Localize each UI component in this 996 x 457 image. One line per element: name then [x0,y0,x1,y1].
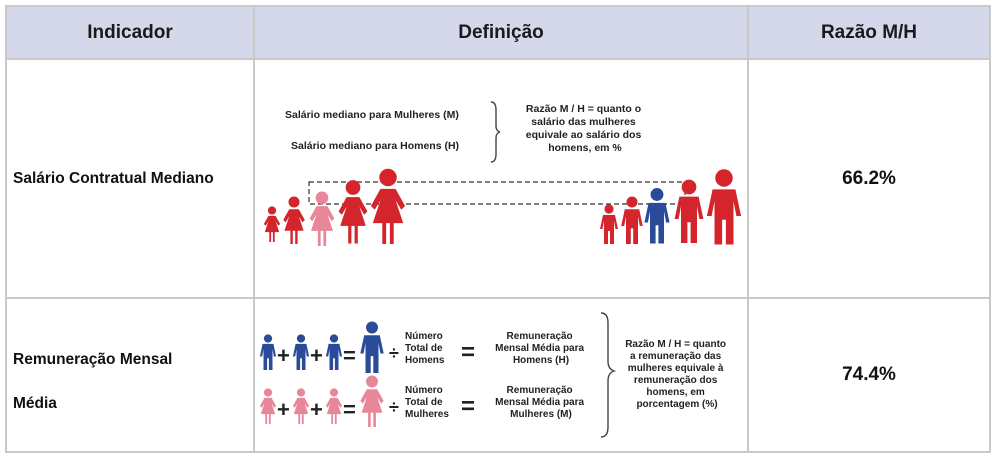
men-median-label: Salário mediano para Homens (H) [291,140,459,152]
man-person-icon [292,334,310,370]
man-person-icon [600,204,618,244]
men-result-label: Remuneração Mensal Média para Homens (H) [495,331,587,366]
indicator-label: Remuneração Mensal Média [7,299,253,451]
plus-icon: + [310,397,323,422]
man-person-icon [325,334,343,370]
woman-person-icon [370,168,406,244]
table-row: Salário Contratual Mediano Salário media… [7,60,989,299]
definition-cell: + + = ÷ Número Total de Homens = Remuner… [253,299,747,451]
woman-person-icon [338,180,368,244]
indicator-label: Salário Contratual Mediano [13,169,214,187]
ratio-value: 66.2% [747,60,989,297]
woman-person-icon [309,191,335,246]
women-median-label: Salário mediano para Mulheres (M) [285,109,459,121]
man-person-icon [674,179,704,243]
man-person-icon [644,188,670,244]
ratio-note: Razão M / H = quanto o salário das mulhe… [526,103,644,154]
plus-icon: + [277,343,290,368]
brace-icon [600,312,617,438]
equals-icon: = [343,397,356,422]
ratio-value: 74.4% [747,299,989,451]
header-ratio: Razão M/H [747,7,989,58]
women-count-label: Número Total de Mulheres [405,385,449,420]
woman-person-icon [360,375,384,427]
plus-icon: + [277,397,290,422]
equals-icon: = [343,343,356,368]
woman-person-icon [283,196,305,244]
brace-icon [490,101,501,163]
header-indicator: Indicador [87,21,173,43]
man-person-icon [360,321,384,373]
equals-icon: = [461,393,475,420]
divide-icon: ÷ [389,397,399,417]
men-count-label: Número Total de Homens [405,331,446,366]
woman-person-icon [259,388,277,424]
table-row: Remuneração Mensal Média + + = ÷ Número … [7,299,989,451]
man-person-icon [259,334,277,370]
mean-remuneration-diagram: + + = ÷ Número Total de Homens = Remuner… [259,312,729,438]
woman-person-icon [263,206,281,242]
indicator-table: Indicador Definição Razão M/H Salário Co… [5,5,991,453]
man-person-icon [706,169,742,245]
ratio-note: Razão M / H = quanto a remuneração das m… [625,339,729,410]
indicator-label-line1: Remuneração Mensal [13,351,173,368]
equals-icon: = [461,339,475,366]
woman-person-icon [292,388,310,424]
table-header-row: Indicador Definição Razão M/H [7,7,989,60]
definition-cell: Salário mediano para Mulheres (M) Salári… [253,60,747,297]
median-salary-diagram: Salário mediano para Mulheres (M) Salári… [263,101,742,246]
divide-icon: ÷ [389,343,399,363]
indicator-label-line2: Média [13,395,57,412]
woman-person-icon [325,388,343,424]
women-result-label: Remuneração Mensal Média para Mulheres (… [495,385,587,420]
header-definition: Definição [253,7,747,58]
plus-icon: + [310,343,323,368]
